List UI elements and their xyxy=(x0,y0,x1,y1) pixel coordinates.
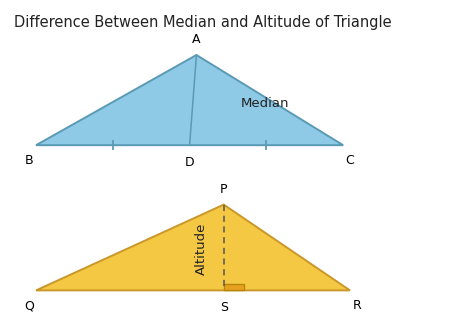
Text: C: C xyxy=(346,154,355,167)
Text: D: D xyxy=(185,156,194,169)
Polygon shape xyxy=(36,55,343,145)
Bar xyxy=(224,284,244,290)
Polygon shape xyxy=(36,205,350,290)
Text: Altitude: Altitude xyxy=(195,222,208,275)
Text: A: A xyxy=(192,33,201,46)
Text: S: S xyxy=(220,301,228,314)
Text: Median: Median xyxy=(240,97,289,110)
Text: R: R xyxy=(353,299,361,312)
Text: P: P xyxy=(220,183,228,196)
Text: Q: Q xyxy=(24,299,34,312)
Text: Difference Between Median and Altitude of Triangle: Difference Between Median and Altitude o… xyxy=(14,15,392,30)
Text: B: B xyxy=(25,154,34,167)
